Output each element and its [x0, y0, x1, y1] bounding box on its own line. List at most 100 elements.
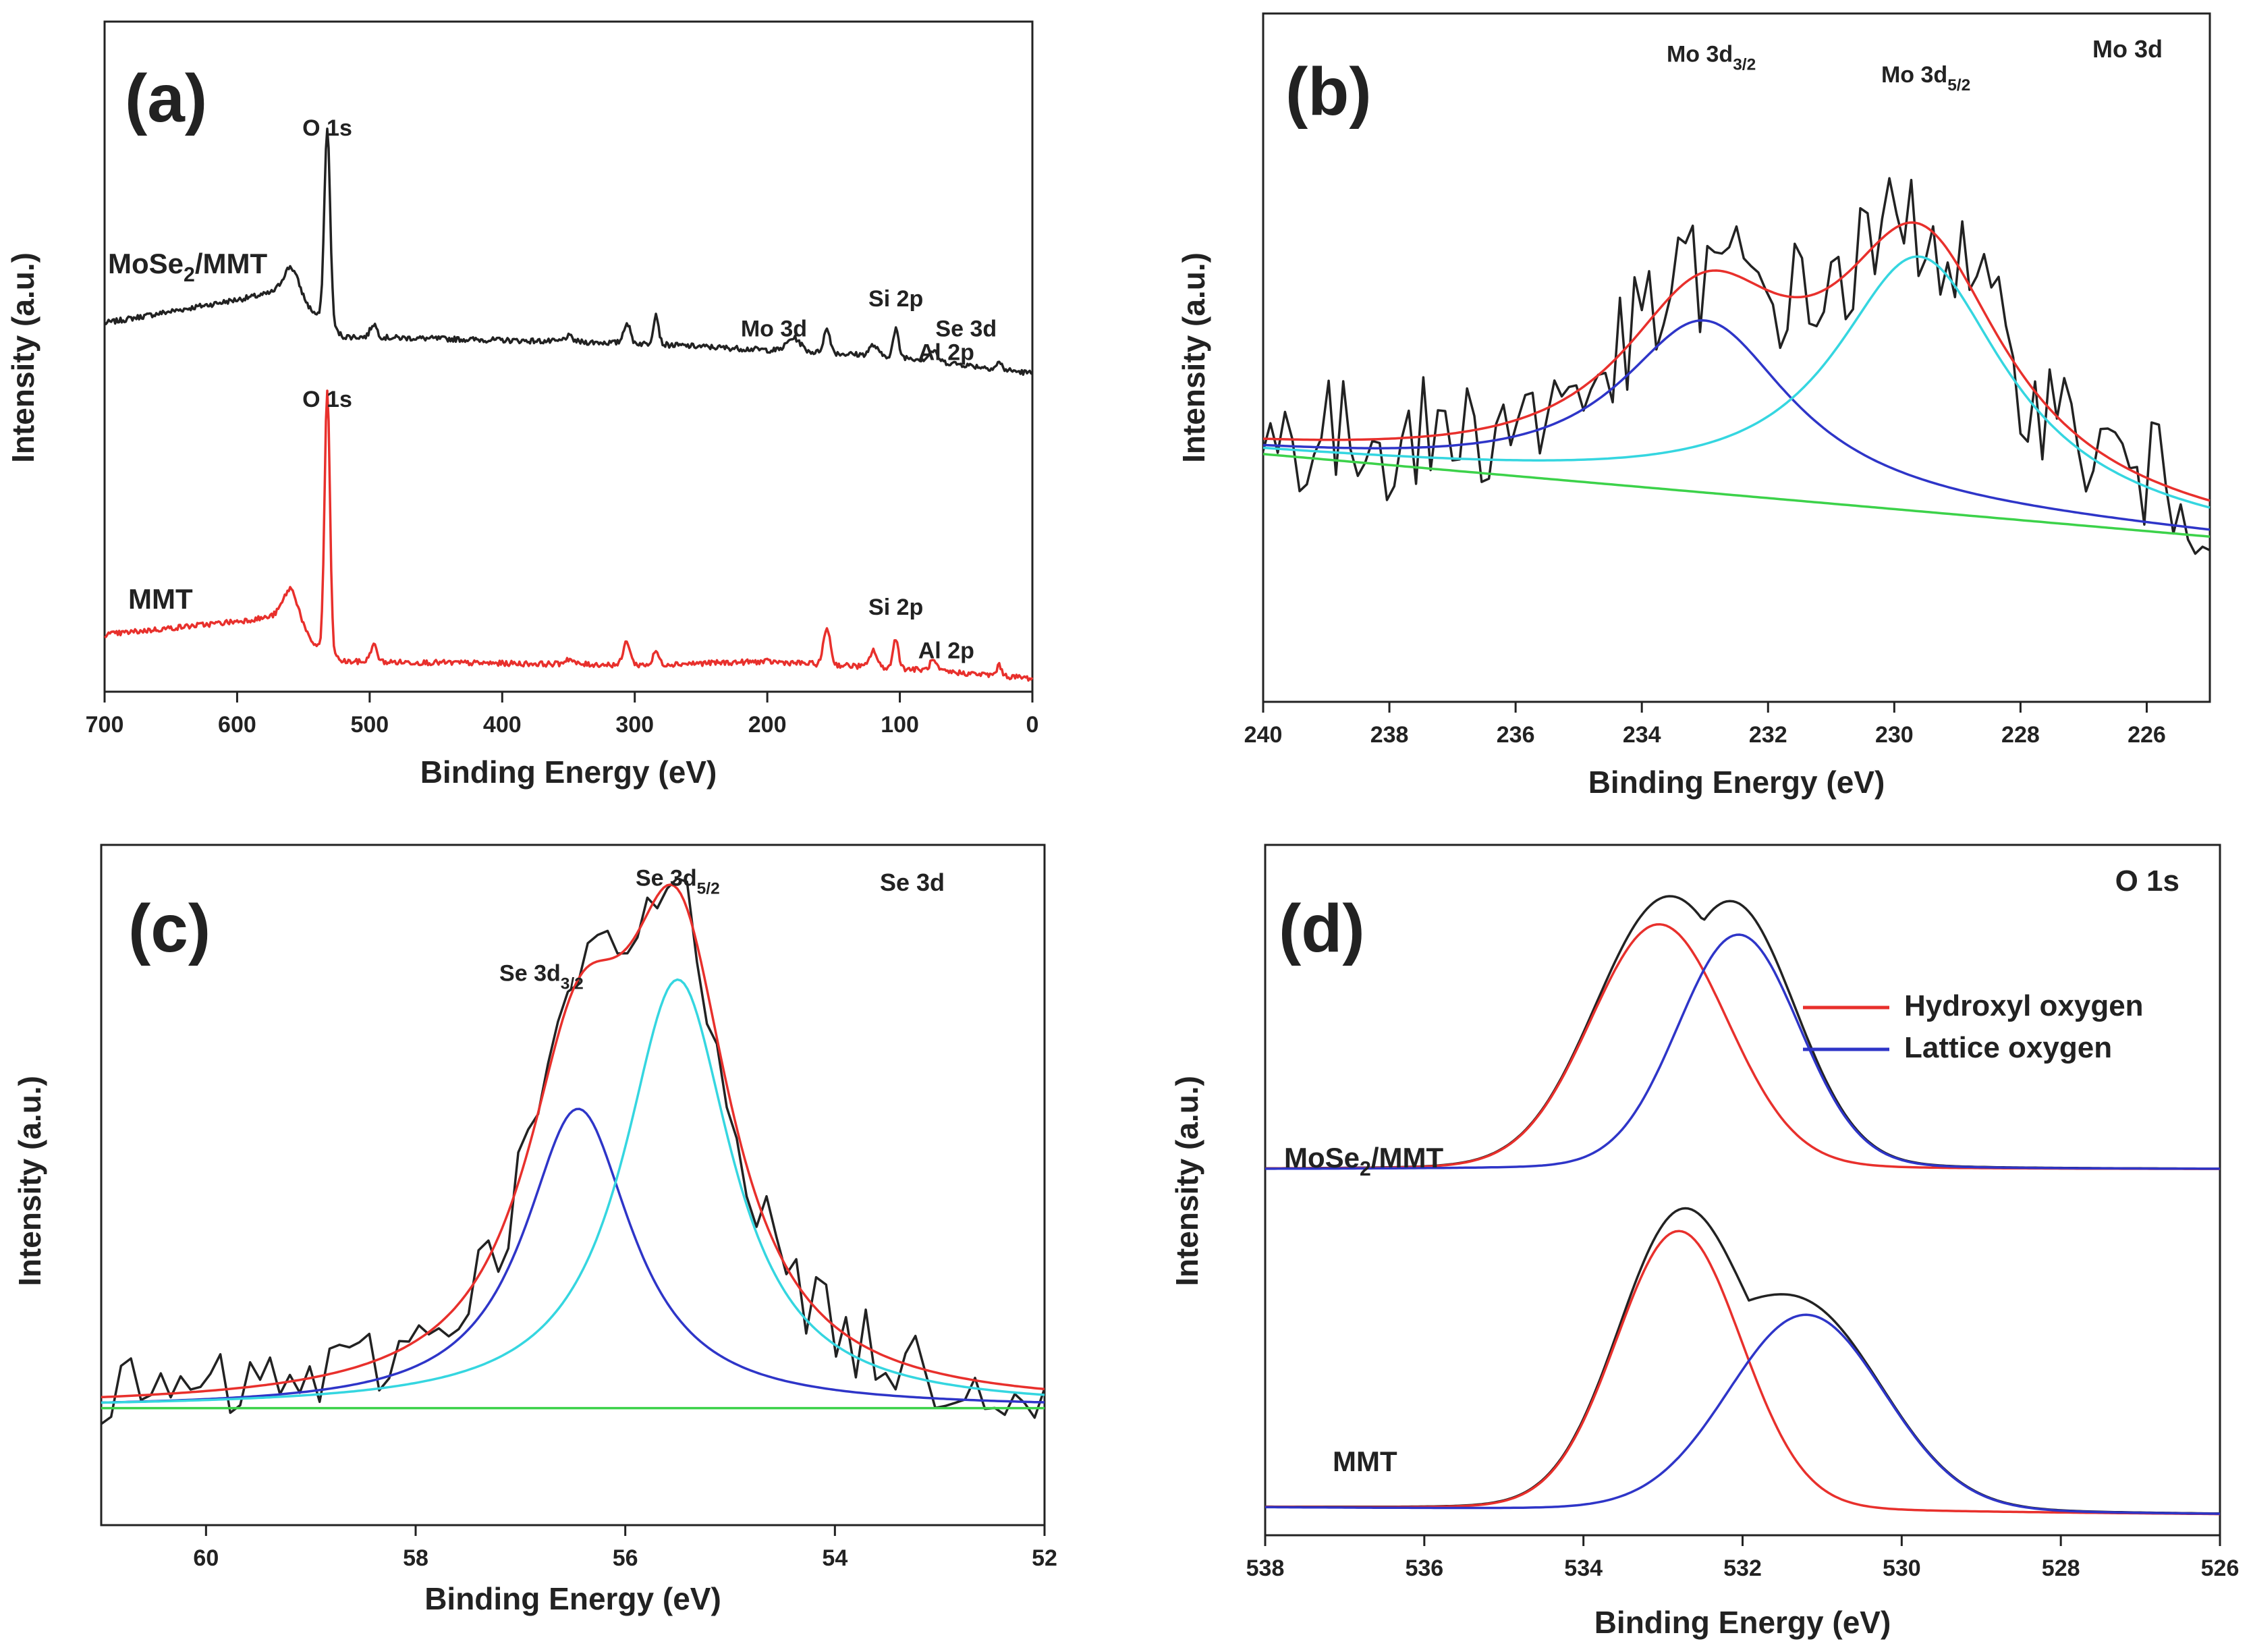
- raw-spectrum-line: [1262, 177, 2211, 555]
- series-label-mose2-mmt: MoSe2/MMT: [108, 248, 267, 286]
- fit-envelope-line: [1262, 221, 2211, 502]
- peak-annotation-sub: 5/2: [697, 879, 720, 898]
- x-tick-label: 400: [483, 712, 522, 738]
- sample-label-mose2-mmt-base: MoSe: [1284, 1142, 1360, 1174]
- peak-annotation: O 1s: [302, 387, 352, 412]
- panel-letter: (c): [128, 891, 211, 966]
- x-tick-label: 52: [1032, 1545, 1057, 1571]
- fit-envelope-line: [101, 883, 1045, 1399]
- peak-annotation: Se 3d: [935, 316, 997, 342]
- peak-annotation-sub: 3/2: [561, 975, 584, 993]
- x-tick-label: 600: [218, 712, 256, 738]
- sample-1-lattice-line: [1265, 933, 2220, 1170]
- x-tick-label: 536: [1405, 1555, 1443, 1581]
- x-tick-label: 234: [1623, 722, 1661, 748]
- x-tick-label: 200: [748, 712, 787, 738]
- x-tick-label: 58: [403, 1545, 428, 1571]
- panel-letter: (b): [1285, 54, 1372, 130]
- plot-frame: [1262, 12, 2211, 703]
- peak-annotation-base: Mo 3d: [1667, 41, 1733, 67]
- x-tick-label: 240: [1244, 722, 1283, 748]
- peak-annotation: Mo 3d5/2: [1881, 62, 1970, 94]
- series-label-mmt: MMT: [128, 583, 193, 615]
- peak-annotation: Al 2p: [918, 339, 974, 365]
- x-tick-label: 538: [1246, 1555, 1285, 1581]
- sample-label-mose2-mmt-rest: /MMT: [1371, 1142, 1444, 1174]
- x-tick-label: 100: [881, 712, 919, 738]
- peak-annotation-base: Mo 3d: [1881, 62, 1947, 88]
- peak-annotation: Se 3d5/2: [636, 865, 720, 898]
- peak-annotation-base: Se 3d: [636, 865, 697, 891]
- panel-3: 60 58 56 54 52 Binding Energy (eV) Intensity (…: [12, 844, 1057, 1616]
- fit-peak-1-line: [1262, 319, 2211, 531]
- plot-frame: [103, 20, 1034, 693]
- series-label-mose2-mmt-sub: 2: [184, 264, 195, 286]
- x-tick-label: 232: [1749, 722, 1787, 748]
- panel-4: 538 536 534 532 530 528 526 Binding Energy (eV)…: [1169, 844, 2240, 1640]
- y-axis-title: Intensity (a.u.): [1176, 252, 1211, 463]
- peak-annotation: Mo 3d: [741, 316, 807, 342]
- series-line-1: [103, 128, 1033, 376]
- peak-annotation: Al 2p: [918, 638, 974, 663]
- panel-2: 240 238 236 234 232 230 228 226 Binding Energy (…: [1176, 12, 2211, 800]
- peak-annotation: Si 2p: [868, 595, 923, 620]
- peak-annotation: O 1s: [302, 115, 352, 141]
- series-label-mose2-mmt-rest: /MMT: [195, 248, 268, 279]
- sample-2-lattice-line: [1265, 1313, 2220, 1515]
- x-tick-label: 230: [1875, 722, 1914, 748]
- sample-2-hydroxyl-line: [1265, 1230, 2220, 1516]
- x-tick-label: 236: [1497, 722, 1535, 748]
- panel-letter: (d): [1279, 891, 1365, 966]
- x-tick-label: 528: [2042, 1555, 2080, 1581]
- x-axis-title: Binding Energy (eV): [1588, 765, 1885, 800]
- x-tick-label: 530: [1883, 1555, 1921, 1581]
- x-tick-label: 300: [615, 712, 654, 738]
- background-line: [1262, 453, 2211, 538]
- raw-spectrum-line: [100, 877, 1046, 1425]
- peak-annotation-sub: 5/2: [1947, 76, 1970, 94]
- series-line-2: [104, 389, 1034, 682]
- x-tick-label: 54: [822, 1545, 847, 1571]
- legend-label: Lattice oxygen: [1904, 1031, 2112, 1064]
- peak-annotation: Si 2p: [868, 286, 923, 312]
- x-tick-label: 60: [193, 1545, 219, 1571]
- fit-peak-1-line: [101, 1107, 1045, 1404]
- x-tick-label: 534: [1564, 1555, 1603, 1581]
- legend: Hydroxyl oxygen Lattice oxygen: [1803, 989, 2144, 1064]
- x-tick-label: 532: [1723, 1555, 1762, 1581]
- x-tick-label: 500: [350, 712, 389, 738]
- y-axis-title: Intensity (a.u.): [5, 252, 40, 463]
- x-tick-label: 700: [86, 712, 124, 738]
- peak-annotation: Se 3d3/2: [499, 961, 584, 993]
- y-axis-title: Intensity (a.u.): [1169, 1076, 1204, 1286]
- fit-peak-2-line: [1262, 255, 2211, 509]
- sample-label-mose2-mmt: MoSe2/MMT: [1284, 1142, 1443, 1180]
- corner-label: Se 3d: [880, 869, 945, 896]
- x-axis-title: Binding Energy (eV): [420, 754, 717, 790]
- x-tick-label: 228: [2001, 722, 2040, 748]
- plot-frame: [100, 844, 1046, 1526]
- x-axis-title: Binding Energy (eV): [1594, 1605, 1891, 1640]
- fit-peak-2-line: [101, 978, 1045, 1404]
- x-tick-label: 226: [2128, 722, 2166, 748]
- peak-annotation: Mo 3d3/2: [1667, 41, 1756, 74]
- sample-label-mose2-mmt-sub: 2: [1360, 1158, 1371, 1180]
- plot-frame: [1264, 844, 2221, 1537]
- panel-1: 700 600 500 400 300 200 100 0 Binding Energy (eV…: [5, 20, 1039, 790]
- x-tick-label: 526: [2201, 1555, 2240, 1581]
- corner-label: O 1s: [2115, 864, 2179, 898]
- sample-2-envelope-line: [1265, 1207, 2220, 1515]
- x-tick-label: 238: [1370, 722, 1409, 748]
- y-axis-title: Intensity (a.u.): [12, 1076, 47, 1286]
- legend-label: Hydroxyl oxygen: [1904, 989, 2144, 1022]
- corner-label: Mo 3d: [2092, 35, 2163, 63]
- panel-letter: (a): [125, 61, 207, 136]
- peak-annotation-base: Se 3d: [499, 961, 561, 987]
- x-axis-title: Binding Energy (eV): [424, 1581, 721, 1616]
- peak-annotation-sub: 3/2: [1733, 55, 1756, 74]
- sample-label-mmt: MMT: [1333, 1446, 1397, 1477]
- series-label-mose2-mmt-base: MoSe: [108, 248, 184, 279]
- x-tick-label: 56: [613, 1545, 638, 1571]
- x-tick-label: 0: [1026, 712, 1039, 738]
